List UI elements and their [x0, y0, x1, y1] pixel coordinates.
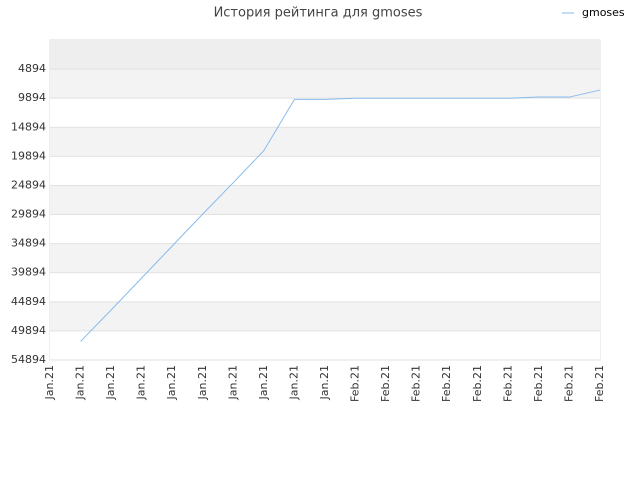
x-tick-label: Jan.21 — [287, 365, 300, 400]
y-tick-label: 19894 — [11, 149, 46, 162]
y-tick-label: 54894 — [11, 353, 46, 366]
x-tick-label: Feb.21 — [349, 365, 362, 402]
y-tick-label: 9894 — [18, 91, 46, 104]
x-tick-label: Jan.21 — [104, 365, 117, 400]
x-tick-label: Jan.21 — [74, 365, 87, 400]
x-tick-label: Feb.21 — [379, 365, 392, 402]
y-tick-label: 29894 — [11, 208, 46, 221]
x-tick-label: Feb.21 — [562, 365, 575, 402]
x-tick-label: Jan.21 — [196, 365, 209, 400]
x-tick-label: Jan.21 — [43, 365, 56, 400]
grid-band — [50, 301, 600, 331]
x-tick-label: Jan.21 — [318, 365, 331, 400]
grid-band — [50, 185, 600, 215]
y-tick-label: 49894 — [11, 324, 46, 337]
grid-band — [50, 40, 600, 70]
chart-title: История рейтинга для gmoses — [214, 6, 423, 21]
data-line — [80, 89, 601, 342]
y-tick-label: 44894 — [11, 295, 46, 308]
plot-bands — [49, 39, 601, 361]
x-tick-label: Feb.21 — [501, 365, 514, 402]
x-tick-label: Jan.21 — [165, 365, 178, 400]
x-tick-label: Feb.21 — [440, 365, 453, 402]
x-tick-label: Feb.21 — [532, 365, 545, 402]
grid-band — [50, 69, 600, 99]
x-tick-label: Feb.21 — [471, 365, 484, 402]
y-tick-label: 14894 — [11, 120, 46, 133]
y-tick-label: 24894 — [11, 178, 46, 191]
grid-band — [50, 98, 600, 128]
grid-band — [50, 156, 600, 186]
x-tick-label: Jan.21 — [135, 365, 148, 400]
y-tick-label: 39894 — [11, 266, 46, 279]
grid-band — [50, 243, 600, 273]
x-tick-label: Jan.21 — [226, 365, 239, 400]
y-tick-label: 34894 — [11, 237, 46, 250]
x-tick-label: Jan.21 — [257, 365, 270, 400]
grid-band — [50, 127, 600, 157]
x-tick-label: Feb.21 — [410, 365, 423, 402]
grid-band — [50, 330, 600, 360]
y-tick-label: 4894 — [18, 62, 46, 75]
grid-band — [50, 214, 600, 244]
x-tick-label: Feb.21 — [593, 365, 606, 402]
legend-label: gmoses — [582, 6, 625, 19]
